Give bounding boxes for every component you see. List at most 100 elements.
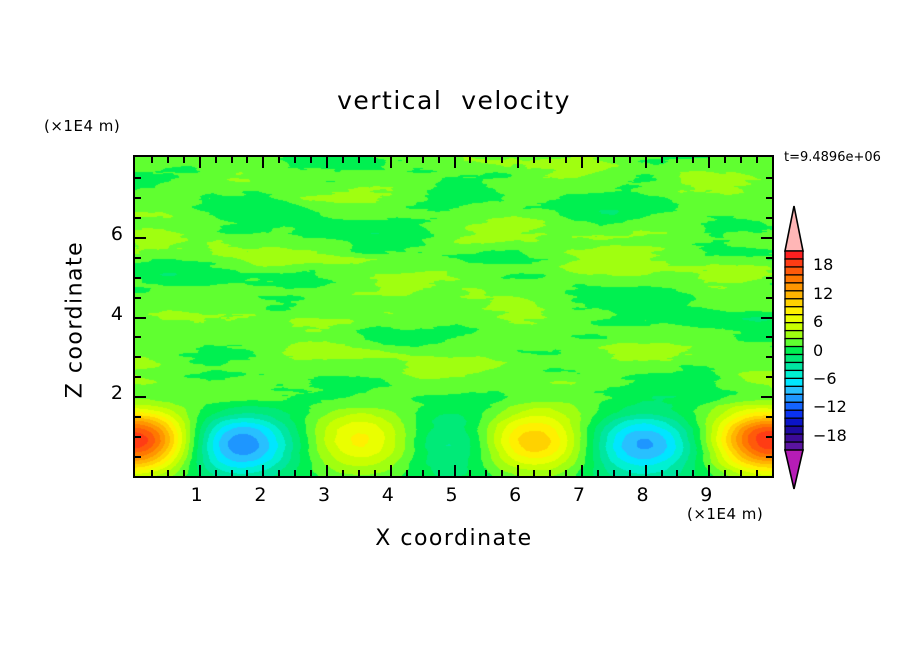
colorbar-swatch [784, 314, 804, 324]
y-minor-tick [135, 356, 141, 358]
x-minor-tick [629, 470, 631, 476]
x-major-tick-top [454, 157, 456, 168]
x-minor-tick [342, 470, 344, 476]
x-minor-tick [358, 470, 360, 476]
y-minor-tick [135, 436, 141, 438]
y-minor-tick-right [766, 376, 772, 378]
x-tick-label: 1 [190, 484, 203, 506]
x-major-tick-top [199, 157, 201, 168]
x-axis-units-label: (×1E4 m) [687, 505, 764, 523]
x-major-tick-top [517, 157, 519, 168]
colorbar-swatch [784, 433, 804, 444]
y-minor-tick [135, 257, 141, 259]
x-minor-tick [756, 470, 758, 476]
x-major-tick-top [708, 157, 710, 168]
y-minor-tick [135, 217, 141, 219]
x-minor-tick-top [756, 157, 758, 163]
colorbar-under-cap [783, 449, 805, 490]
colorbar-swatch [784, 361, 804, 372]
x-minor-tick [278, 470, 280, 476]
colorbar-swatch [784, 369, 804, 380]
x-tick-label: 8 [636, 484, 649, 506]
y-minor-tick-right [766, 416, 772, 418]
x-minor-tick [565, 470, 567, 476]
colorbar-tick-label: −12 [813, 397, 847, 417]
y-tick-label: 6 [110, 222, 123, 245]
x-minor-tick [740, 470, 742, 476]
x-minor-tick-top [549, 157, 551, 163]
y-major-tick-right [761, 237, 772, 239]
y-minor-tick [135, 416, 141, 418]
x-tick-label: 4 [381, 484, 394, 506]
x-minor-tick-top [613, 157, 615, 163]
colorbar-tick-label: 18 [813, 255, 834, 275]
x-major-tick-top [581, 157, 583, 168]
x-minor-tick [661, 470, 663, 476]
x-minor-tick [676, 470, 678, 476]
x-minor-tick-top [485, 157, 487, 163]
x-minor-tick-top [167, 157, 169, 163]
x-minor-tick-top [215, 157, 217, 163]
x-major-tick [199, 465, 201, 476]
colorbar-swatch [784, 337, 804, 348]
x-minor-tick-top [692, 157, 694, 163]
x-tick-label: 2 [254, 484, 267, 506]
colorbar-swatch [784, 441, 804, 452]
x-minor-tick-top [358, 157, 360, 163]
colorbar-swatch [784, 258, 804, 268]
colorbar-tick-label: 6 [813, 312, 824, 332]
y-major-tick-right [761, 317, 772, 319]
y-minor-tick [135, 177, 141, 179]
x-major-tick-top [645, 157, 647, 168]
y-major-tick [135, 396, 146, 398]
colorbar-swatch [784, 266, 804, 276]
colorbar-tick-label: −18 [813, 425, 847, 445]
y-minor-tick-right [766, 217, 772, 219]
y-tick-label: 4 [110, 302, 123, 325]
x-minor-tick [438, 470, 440, 476]
colorbar-swatch [784, 329, 804, 340]
x-tick-label: 3 [318, 484, 331, 506]
y-minor-tick-right [766, 177, 772, 179]
colorbar-swatch [784, 321, 804, 332]
x-minor-tick [310, 470, 312, 476]
x-major-tick-top [326, 157, 328, 168]
x-major-tick [517, 465, 519, 476]
colorbar-swatch [784, 298, 804, 308]
x-minor-tick-top [565, 157, 567, 163]
colorbar-swatch [784, 393, 804, 404]
x-minor-tick [294, 470, 296, 476]
x-minor-tick [533, 470, 535, 476]
x-minor-tick [246, 470, 248, 476]
x-major-tick-top [390, 157, 392, 168]
y-minor-tick [135, 197, 141, 199]
x-tick-label: 7 [572, 484, 585, 506]
y-minor-tick [135, 376, 141, 378]
x-major-tick [581, 465, 583, 476]
y-major-tick [135, 237, 146, 239]
x-minor-tick-top [310, 157, 312, 163]
y-tick-label: 2 [110, 382, 123, 405]
x-minor-tick [231, 470, 233, 476]
y-minor-tick-right [766, 277, 772, 279]
colorbar-swatch [784, 290, 804, 300]
y-minor-tick-right [766, 297, 772, 299]
y-minor-tick-right [766, 436, 772, 438]
x-minor-tick-top [501, 157, 503, 163]
x-minor-tick [406, 470, 408, 476]
x-minor-tick-top [342, 157, 344, 163]
x-minor-tick-top [676, 157, 678, 163]
x-minor-tick-top [469, 157, 471, 163]
y-major-tick-right [761, 396, 772, 398]
colorbar-swatch [784, 377, 804, 388]
x-minor-tick [485, 470, 487, 476]
x-tick-label: 6 [509, 484, 522, 506]
x-minor-tick-top [661, 157, 663, 163]
x-tick-label: 9 [700, 484, 713, 506]
x-minor-tick [724, 470, 726, 476]
x-minor-tick [469, 470, 471, 476]
colorbar-swatch [784, 274, 804, 284]
y-major-tick [135, 317, 146, 319]
x-minor-tick-top [724, 157, 726, 163]
colorbar-swatch [784, 401, 804, 412]
